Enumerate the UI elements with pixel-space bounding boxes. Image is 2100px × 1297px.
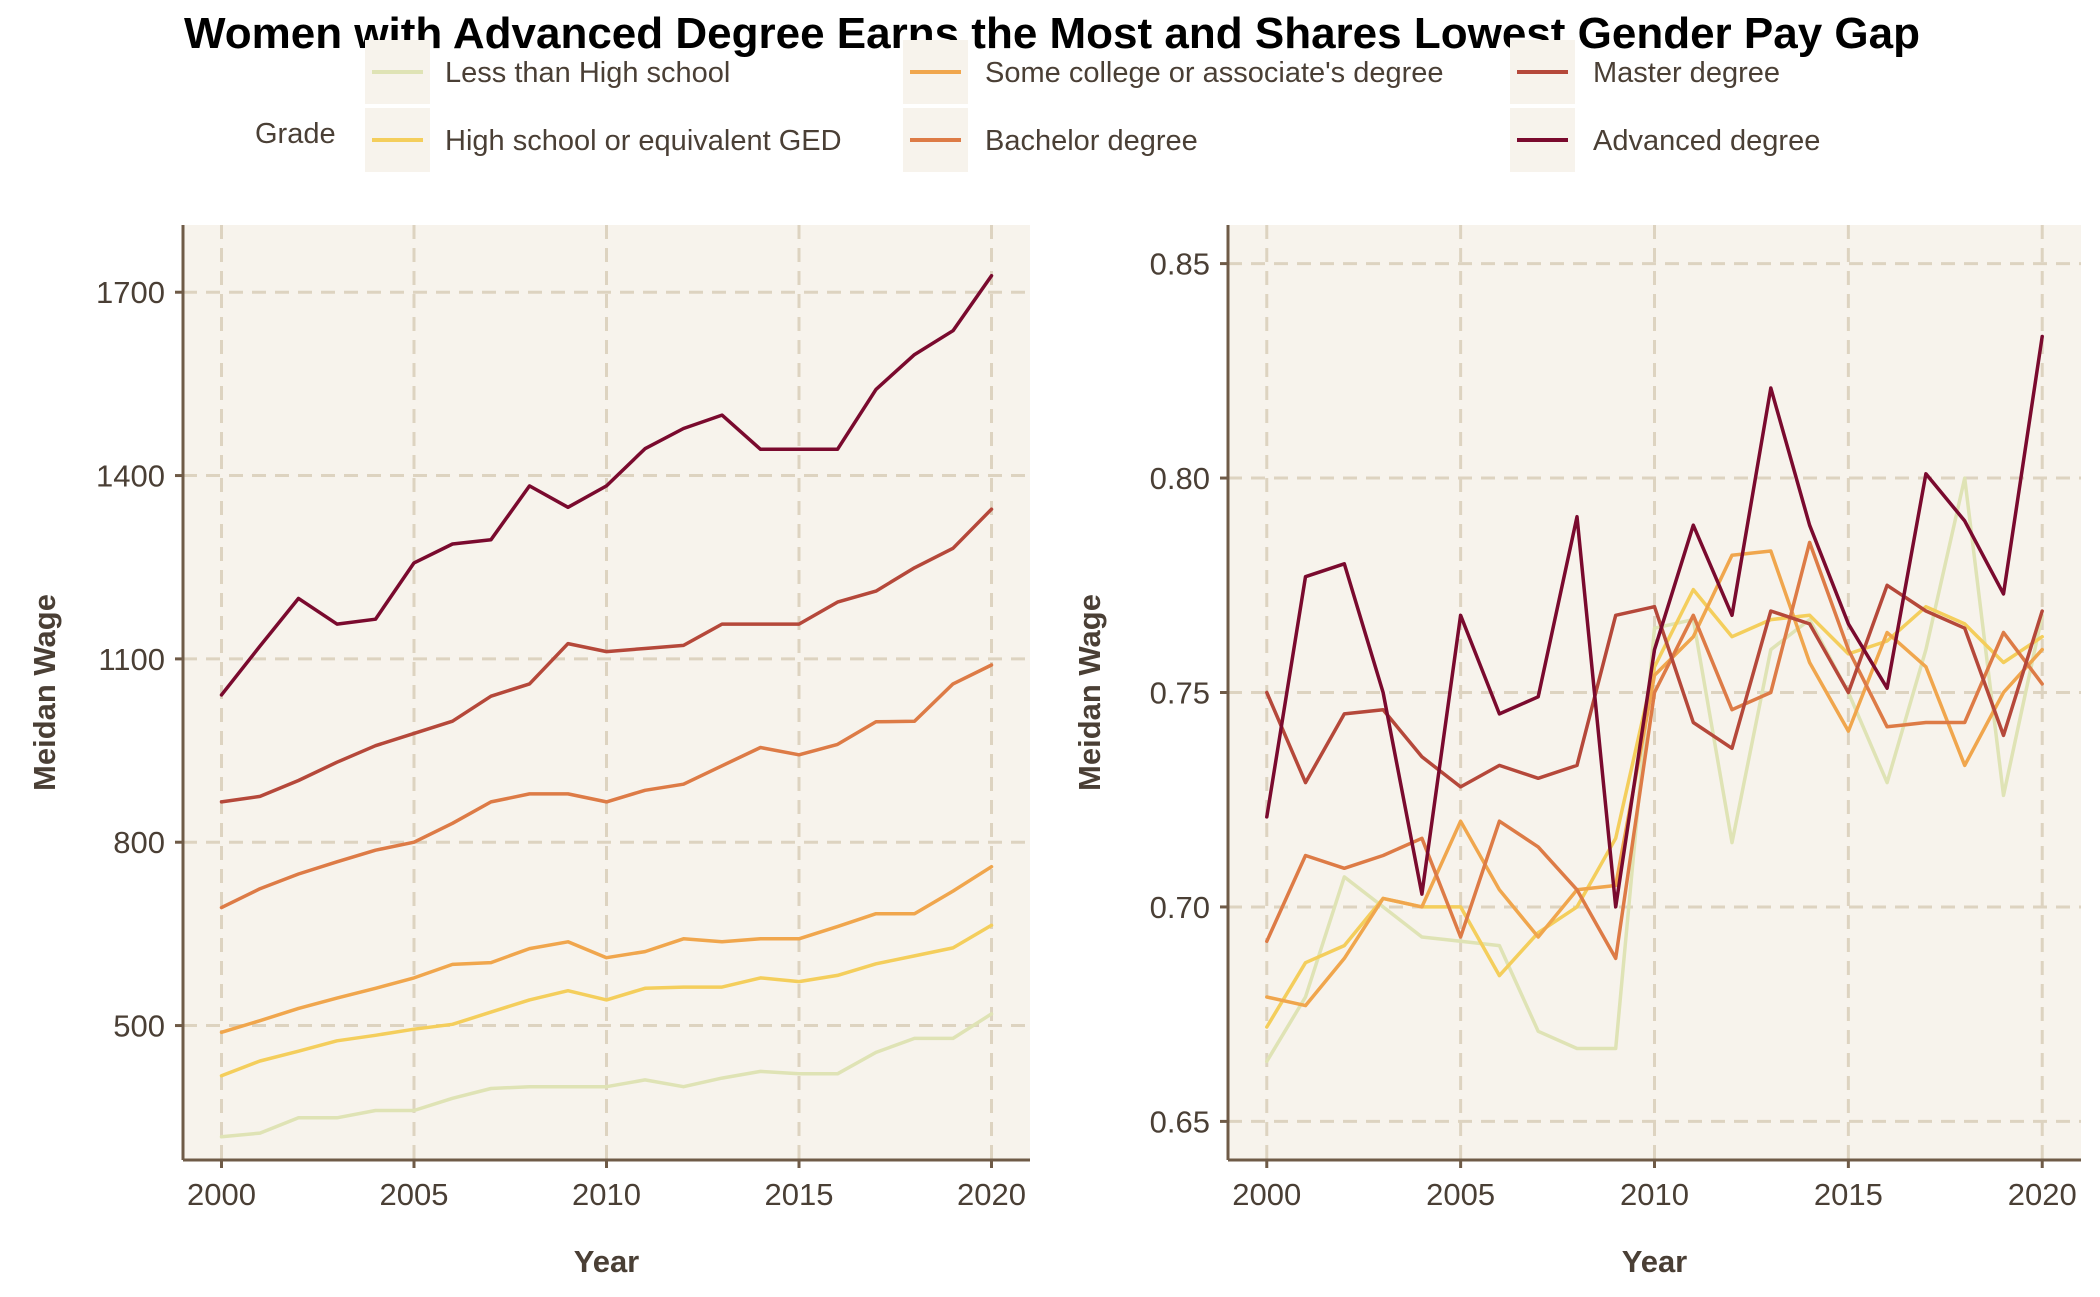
series-line [1265,334,2044,909]
legend-label: Bachelor degree [985,125,1198,157]
y-tick-label: 500 [113,1009,165,1044]
y-tick-label: 800 [113,825,165,860]
x-tick-label: 2020 [2008,1177,2077,1212]
legend-label: Master degree [1593,57,1780,89]
legend-item: Advanced degree [1510,108,1820,172]
series-line [219,923,994,1078]
legend: Grade Less than High school High school o… [255,40,1820,172]
series-line [1265,476,2044,1064]
y-tick-label: 1700 [96,275,165,310]
x-tick-label: 2005 [1426,1177,1495,1212]
series-line [219,507,994,804]
legend-item: Master degree [1510,40,1780,104]
series-line [1265,540,2044,961]
x-tick-label: 2015 [765,1177,834,1212]
y-tick-label: 0.65 [1150,1104,1210,1139]
x-tick-label: 2015 [1814,1177,1883,1212]
y-axis-title: Meidan Wage [27,594,62,791]
y-tick-label: 0.70 [1150,890,1210,925]
legend-item: Bachelor degree [903,108,1198,172]
y-tick-label: 0.85 [1150,247,1210,282]
x-tick-label: 2000 [1232,1177,1301,1212]
chart-title: Women with Advanced Degree Earns the Mos… [184,9,1920,58]
y-tick-label: 1400 [96,459,165,494]
series-line [1265,549,2044,1008]
y-axis-title: Meidan Wage [1072,594,1107,791]
left-panel-wage-trend: 2000 2005 2010 2015 2020 500 800 1100 1400 1700 Ye… [27,225,1030,1279]
legend-item: Less than High school [365,40,730,104]
x-axis-title: Year [1622,1244,1688,1279]
series-line [219,864,994,1035]
series-line [219,663,994,910]
x-tick-label: 2020 [957,1177,1026,1212]
series-line [1265,583,2044,789]
legend-label: Advanced degree [1593,125,1820,157]
y-tick-label: 0.75 [1150,676,1210,711]
legend-label: High school or equivalent GED [445,125,842,157]
x-axis-title: Year [574,1244,640,1279]
legend-title: Grade [255,118,336,150]
right-panel-pay-gap-ratio: 2000 2005 2010 2015 2020 0.65 0.70 0.75 0.80 0.85… [1072,225,2081,1279]
x-tick-label: 2000 [187,1177,256,1212]
series-line [219,273,994,697]
series-line [219,1012,994,1139]
legend-label: Some college or associate's degree [985,57,1444,89]
x-tick-label: 2005 [380,1177,449,1212]
y-tick-label: 1100 [98,642,165,677]
y-tick-label: 0.80 [1150,461,1210,496]
legend-item: Some college or associate's degree [903,40,1444,104]
x-tick-label: 2010 [572,1177,641,1212]
legend-item: High school or equivalent GED [365,108,842,172]
legend-label: Less than High school [445,57,730,89]
x-tick-label: 2010 [1620,1177,1689,1212]
